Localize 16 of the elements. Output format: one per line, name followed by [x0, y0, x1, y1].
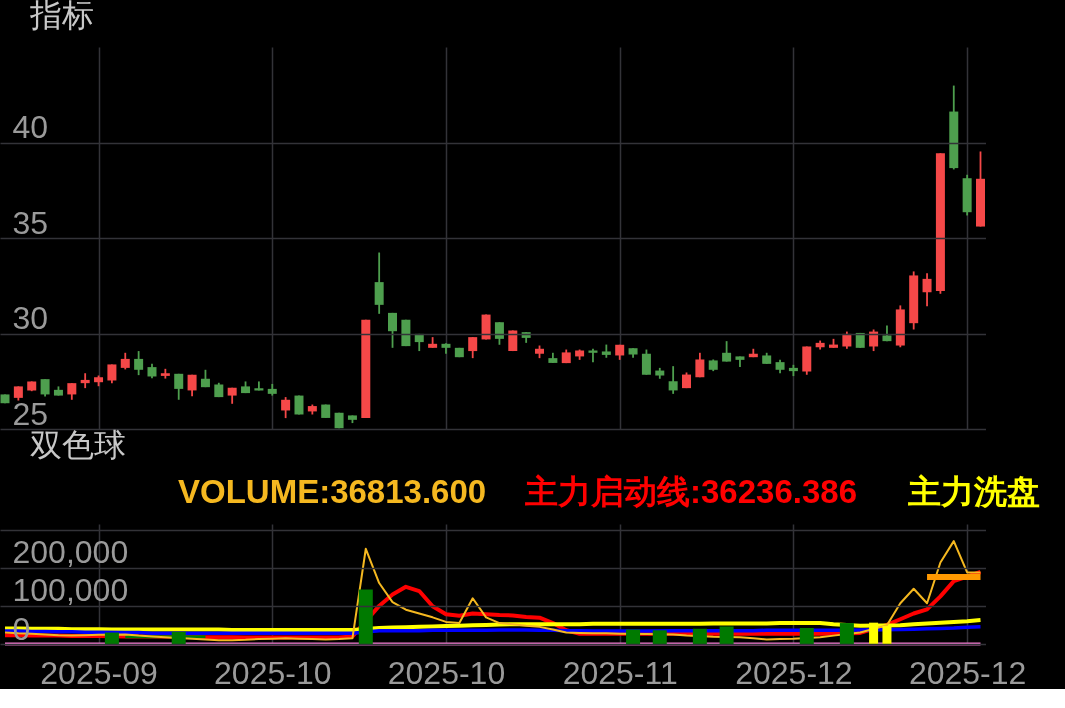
- chart-title: 指标: [29, 0, 94, 33]
- x-tick-label: 2025-12: [908, 654, 1027, 691]
- y-tick-label: 30: [12, 300, 49, 336]
- x-tick-label: 2025-09: [40, 654, 158, 691]
- y-tick-label: 40: [12, 109, 49, 145]
- x-tick-label: 2025-10: [387, 654, 506, 691]
- y-tick-label: 100,000: [12, 572, 129, 609]
- text: VOLUME:36813.600: [178, 473, 487, 510]
- y-tick-label: 0: [12, 610, 31, 647]
- text: 主力启动线:36236.386: [524, 473, 857, 510]
- x-tick-label: 2025-10: [214, 654, 332, 691]
- y-tick-label: 200,000: [12, 534, 129, 571]
- x-tick-label: 2025-11: [562, 654, 678, 691]
- text: 主力洗盘: [907, 473, 1040, 510]
- y-tick-label: 35: [12, 204, 49, 241]
- x-tick-label: 2025-12: [735, 654, 853, 691]
